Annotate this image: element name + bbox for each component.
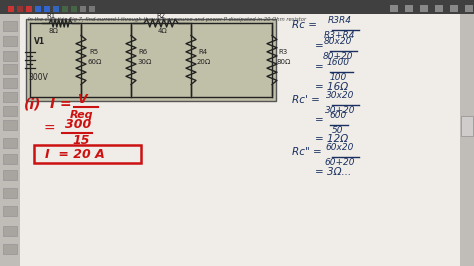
Text: =: = [44, 122, 55, 136]
Text: 15: 15 [72, 134, 90, 147]
Bar [3, 188, 17, 198]
Text: In the circuit in Fig 7, find current I through the voltage source and power P d: In the circuit in Fig 7, find current I … [28, 17, 306, 22]
FancyBboxPatch shape [26, 19, 276, 101]
Bar [3, 120, 17, 130]
Text: 300: 300 [65, 118, 91, 131]
Text: (i): (i) [24, 97, 42, 111]
Bar [465, 5, 473, 12]
Text: = 3Ω...: = 3Ω... [315, 167, 351, 177]
Text: 80+20: 80+20 [323, 52, 353, 61]
Bar [44, 6, 50, 12]
Text: 1600: 1600 [327, 58, 349, 67]
Text: 600: 600 [329, 111, 346, 120]
Bar [3, 64, 17, 74]
Text: R3: R3 [278, 49, 287, 55]
Bar [26, 6, 32, 12]
Bar [3, 36, 17, 46]
Bar [405, 5, 413, 12]
Text: 60x20: 60x20 [326, 143, 354, 152]
Text: I =: I = [50, 97, 76, 111]
Text: R2: R2 [156, 13, 165, 19]
Text: V: V [77, 93, 87, 106]
Text: R3R4: R3R4 [328, 16, 352, 25]
FancyBboxPatch shape [20, 14, 460, 266]
Bar [450, 5, 458, 12]
Text: 4Ω: 4Ω [158, 28, 168, 34]
Text: =: = [315, 41, 324, 51]
Text: 100: 100 [329, 73, 346, 82]
Bar [8, 6, 14, 12]
Text: 300V: 300V [28, 73, 48, 82]
Bar [3, 51, 17, 61]
Text: R3+R4: R3+R4 [324, 31, 356, 40]
Bar [62, 6, 68, 12]
Bar [461, 116, 473, 136]
Bar [3, 154, 17, 164]
Bar [3, 206, 17, 216]
Text: Req: Req [70, 110, 94, 120]
Text: 30+20: 30+20 [325, 106, 355, 115]
Text: 20Ω: 20Ω [197, 59, 211, 65]
Text: 30x20: 30x20 [326, 91, 354, 100]
Text: R6: R6 [138, 49, 147, 55]
Text: R1: R1 [47, 13, 56, 19]
Bar [3, 21, 17, 31]
Text: Rc" =: Rc" = [292, 147, 322, 157]
Text: = 12Ω: = 12Ω [315, 134, 348, 144]
Text: 30Ω: 30Ω [137, 59, 151, 65]
Text: V1: V1 [34, 37, 45, 46]
FancyBboxPatch shape [0, 14, 20, 266]
Bar [3, 78, 17, 88]
Text: =: = [315, 115, 324, 125]
Bar [17, 6, 23, 12]
Bar [53, 6, 59, 12]
Bar [89, 6, 95, 12]
Text: 60+20: 60+20 [325, 158, 355, 167]
Text: Rc' =: Rc' = [292, 95, 320, 105]
Text: 50: 50 [332, 126, 344, 135]
Text: Rc =: Rc = [292, 20, 317, 30]
Bar [3, 226, 17, 236]
Text: 60Ω: 60Ω [88, 59, 102, 65]
Text: = 16Ω: = 16Ω [315, 82, 348, 92]
Text: 80x20: 80x20 [324, 37, 352, 46]
Bar [3, 170, 17, 180]
Bar [3, 244, 17, 254]
Bar [80, 6, 86, 12]
Bar [390, 5, 398, 12]
Text: 8Ω: 8Ω [48, 28, 58, 34]
FancyBboxPatch shape [0, 0, 474, 14]
Bar [35, 6, 41, 12]
Text: I  = 20 A: I = 20 A [45, 148, 105, 160]
Bar [420, 5, 428, 12]
FancyBboxPatch shape [460, 14, 474, 266]
Bar [71, 6, 77, 12]
Bar [3, 106, 17, 116]
Text: =: = [315, 62, 324, 72]
Bar [435, 5, 443, 12]
Bar [3, 92, 17, 102]
Bar [3, 138, 17, 148]
Text: R5: R5 [89, 49, 98, 55]
Text: 80Ω: 80Ω [277, 59, 292, 65]
Text: R4: R4 [198, 49, 207, 55]
